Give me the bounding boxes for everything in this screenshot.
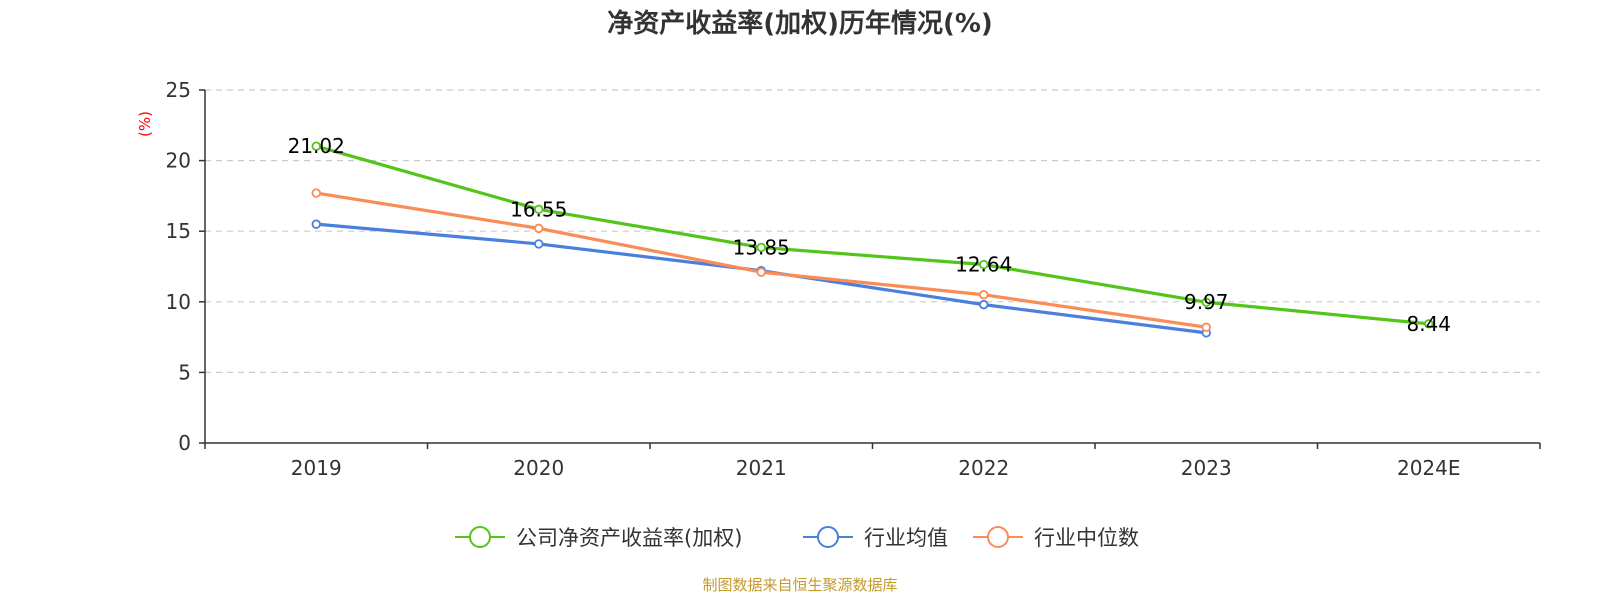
series-line: [314, 191, 1208, 329]
series-lines: [311, 141, 1434, 338]
x-tick-label: 2024E: [1397, 456, 1461, 480]
y-tick-label: 25: [166, 78, 191, 102]
legend: 公司净资产收益率(加权) 行业均值 行业中位数: [455, 526, 1139, 550]
legend-label: 行业中位数: [1034, 526, 1139, 550]
data-point[interactable]: [311, 141, 321, 151]
series-0: [311, 141, 1434, 329]
data-label: 9.97: [1184, 290, 1229, 314]
series-line: [314, 144, 1431, 326]
legend-marker: [987, 526, 1009, 548]
chart-title: 净资产收益率(加权)历年情况(%): [607, 8, 993, 39]
data-point[interactable]: [534, 223, 544, 234]
data-point[interactable]: [1424, 319, 1434, 329]
y-tick-label: 0: [178, 431, 191, 455]
legend-marker: [469, 526, 491, 548]
grid-lines: [205, 89, 1540, 373]
x-tick-label: 2023: [1181, 456, 1232, 480]
data-point[interactable]: [756, 267, 766, 277]
legend-item[interactable]: 公司净资产收益率(加权): [455, 526, 742, 550]
data-point[interactable]: [311, 219, 321, 229]
series-2: [311, 188, 1211, 332]
data-label: 12.64: [955, 253, 1012, 277]
data-point[interactable]: [756, 242, 766, 253]
data-point[interactable]: [1201, 297, 1211, 307]
legend-label: 公司净资产收益率(加权): [516, 526, 742, 550]
y-axis-unit-label: (%): [136, 111, 154, 137]
source-note: 制图数据来自恒生聚源数据库: [702, 576, 897, 594]
data-point[interactable]: [979, 259, 989, 270]
x-tick-label: 2021: [736, 456, 787, 480]
y-tick-label: 20: [166, 149, 191, 173]
legend-item[interactable]: 行业均值: [803, 526, 948, 550]
data-point[interactable]: [1201, 322, 1211, 332]
data-point[interactable]: [534, 204, 544, 215]
data-point[interactable]: [534, 239, 544, 249]
data-labels: 21.02 16.55 13.85 12.64 9.97 8.44: [288, 134, 1451, 336]
y-tick-label: 15: [166, 219, 191, 243]
data-label: 21.02: [288, 134, 345, 158]
data-label: 8.44: [1406, 312, 1451, 336]
data-label: 13.85: [733, 235, 790, 259]
x-tick-label: 2022: [958, 456, 1009, 480]
x-tick-label: 2020: [513, 456, 564, 480]
y-tick-label: 5: [178, 360, 191, 384]
legend-marker: [817, 526, 839, 548]
data-point[interactable]: [979, 299, 989, 310]
data-point[interactable]: [311, 188, 321, 198]
legend-label: 行业均值: [864, 526, 948, 550]
y-tick-label: 10: [166, 290, 191, 314]
axes: 0 5 10 15 20 25 2019 2020 2021 2022 2023 2024E: [166, 78, 1541, 480]
data-label: 16.55: [510, 197, 567, 221]
data-point[interactable]: [979, 290, 989, 300]
legend-item[interactable]: 行业中位数: [973, 526, 1139, 550]
x-tick-label: 2019: [291, 456, 342, 480]
